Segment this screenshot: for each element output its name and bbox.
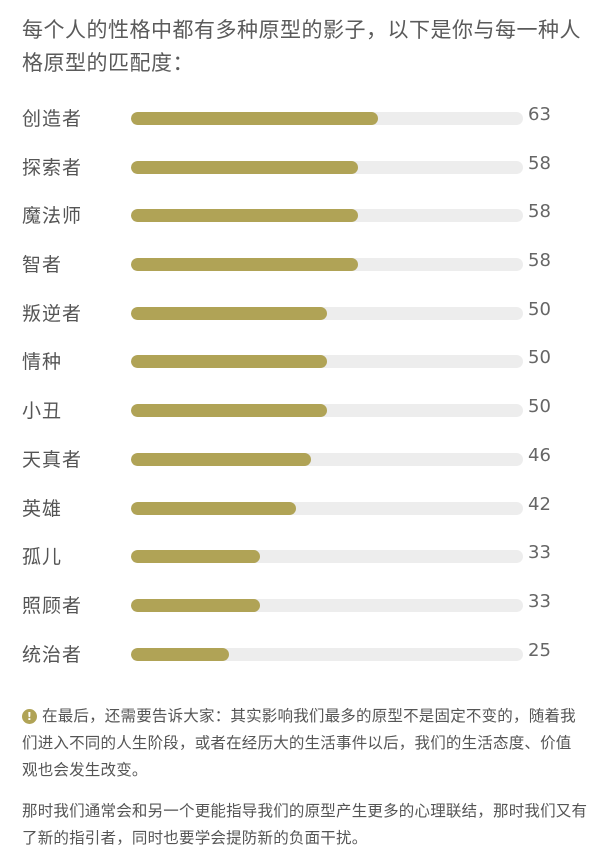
value-label: 58 — [528, 152, 551, 174]
chart-row: 照顾者 33 — [0, 583, 600, 632]
bar-track — [131, 404, 523, 418]
bar — [131, 550, 261, 564]
bar-track — [131, 647, 523, 661]
bar-track — [131, 160, 523, 174]
bar-track — [131, 550, 523, 564]
bar-track — [131, 112, 523, 125]
closing-paragraph: 那时我们通常会和另一个更能指导我们的原型产生更多的心理联结，那时我们又有了新的指… — [22, 802, 588, 847]
chart-row: 创造者 63 — [0, 96, 600, 145]
value-label: 42 — [528, 493, 551, 515]
value-label: 46 — [528, 444, 551, 466]
bar-track — [131, 598, 523, 612]
category-label: 魔法师 — [22, 205, 83, 228]
category-label: 小丑 — [22, 400, 63, 423]
bar — [131, 598, 261, 612]
value-label: 50 — [528, 347, 551, 369]
note-block: ! 在最后，还需要告诉大家：其实影响我们最多的原型不是固定不变的，随着我们进入不同… — [22, 703, 584, 784]
category-label: 创造者 — [22, 108, 83, 130]
category-label: 叛逆者 — [22, 302, 83, 325]
bar — [131, 258, 359, 272]
category-label: 统治者 — [22, 643, 83, 666]
bar-track — [131, 306, 523, 320]
chart-row: 智者 58 — [0, 242, 600, 291]
exclamation-circle-icon: ! — [22, 709, 37, 724]
chart-row: 英雄 42 — [0, 486, 600, 535]
category-label: 英雄 — [22, 497, 63, 520]
category-label: 情种 — [22, 351, 63, 374]
chart-row: 天真者 46 — [0, 437, 600, 486]
chart-row: 小丑 50 — [0, 388, 600, 437]
value-label: 50 — [528, 298, 551, 320]
chart-row: 情种 50 — [0, 339, 600, 388]
chart-row: 统治者 25 — [0, 632, 600, 681]
bar — [131, 647, 229, 661]
value-label: 58 — [528, 201, 551, 223]
chart-row: 魔法师 58 — [0, 193, 600, 242]
bar — [131, 160, 359, 174]
category-label: 照顾者 — [22, 594, 83, 617]
archetype-match-chart: 创造者 63 探索者 58 魔法师 58 智者 58 叛逆者 50 情种 50 小丑 50 天真者 46 英雄 4… — [0, 96, 600, 680]
bar — [131, 452, 312, 466]
category-label: 探索者 — [22, 156, 83, 179]
bar — [131, 501, 296, 515]
bar-track — [131, 209, 523, 223]
chart-row: 探索者 58 — [0, 145, 600, 194]
category-label: 孤儿 — [22, 546, 63, 569]
category-label: 天真者 — [22, 448, 83, 471]
category-label: 智者 — [22, 254, 63, 277]
bar — [131, 355, 327, 369]
intro-text: 每个人的性格中都有多种原型的影子，以下是你与每一种人格原型的匹配度： — [22, 18, 581, 75]
value-label: 58 — [528, 250, 551, 272]
bar — [131, 112, 378, 125]
bar — [131, 404, 327, 418]
value-label: 63 — [528, 104, 551, 125]
chart-row: 叛逆者 50 — [0, 291, 600, 340]
value-label: 50 — [528, 396, 551, 418]
bar-track — [131, 355, 523, 369]
value-label: 33 — [528, 590, 551, 612]
chart-row: 孤儿 33 — [0, 534, 600, 583]
value-label: 33 — [528, 542, 551, 564]
value-label: 25 — [528, 639, 551, 661]
bar — [131, 306, 327, 320]
bar-track — [131, 452, 523, 466]
bar — [131, 209, 359, 223]
bar-track — [131, 258, 523, 272]
bar-track — [131, 501, 523, 515]
note-text: 在最后，还需要告诉大家：其实影响我们最多的原型不是固定不变的，随着我们进入不同的… — [22, 707, 576, 779]
